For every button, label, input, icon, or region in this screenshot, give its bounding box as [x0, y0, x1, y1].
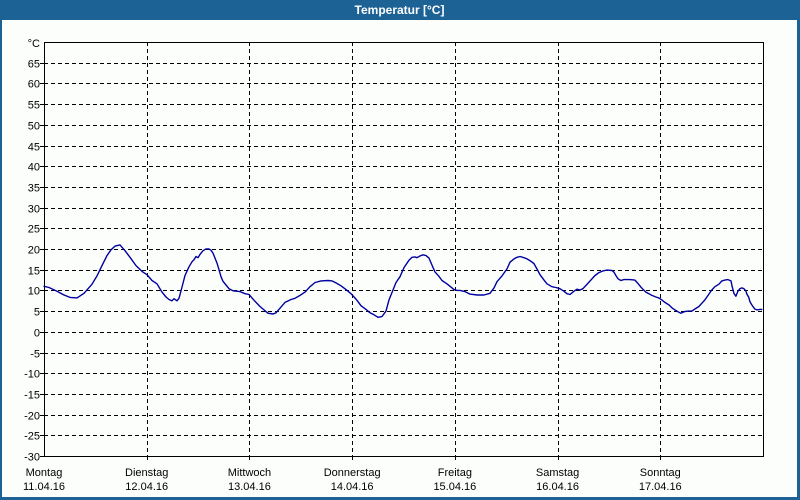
x-date-label: 13.04.16	[228, 481, 271, 493]
y-tick-label: -25	[24, 431, 40, 443]
y-tick-label: 65	[28, 59, 40, 71]
temperature-chart: 65605550454035302520151050-5-10-15-20-25…	[23, 38, 764, 493]
x-day-label: Samstag	[536, 467, 579, 479]
y-axis-unit-label: °C	[28, 38, 40, 50]
temperature-line	[43, 244, 763, 318]
y-tick-label: -20	[24, 411, 40, 423]
y-tick-label: 5	[34, 307, 40, 319]
y-tick-label: 25	[28, 224, 40, 236]
x-axis-labels: Montag 11.04.16 Dienstag 12.04.16 Mittwoch 13…	[23, 467, 682, 493]
window-titlebar: Temperatur [°C]	[2, 0, 797, 20]
x-day-label: Freitag	[438, 467, 472, 479]
x-date-label: 15.04.16	[433, 481, 476, 493]
y-tick-label: 20	[28, 245, 40, 257]
x-day-label: Montag	[26, 467, 63, 479]
y-tick-label: 30	[28, 204, 40, 216]
y-tick-label: 10	[28, 286, 40, 298]
grid-lines	[44, 42, 763, 456]
x-date-label: 16.04.16	[536, 481, 579, 493]
x-day-label: Dienstag	[125, 467, 168, 479]
y-tick-label: 55	[28, 100, 40, 112]
y-tick-label: 35	[28, 183, 40, 195]
x-date-label: 17.04.16	[639, 481, 682, 493]
y-tick-label: -30	[24, 452, 40, 464]
chart-area: 65 60 55 50 45 40 35 30 25 20 15 10 5 0 -5 -10 -15 -20 -25…	[2, 20, 797, 497]
x-date-label: 12.04.16	[125, 481, 168, 493]
y-axis-labels: 65605550454035302520151050-5-10-15-20-25…	[24, 38, 40, 464]
y-tick-label: -5	[30, 349, 40, 361]
window-title: Temperatur [°C]	[354, 3, 445, 17]
plot-frame	[44, 42, 764, 457]
x-day-label: Sonntag	[640, 467, 681, 479]
y-tick-label: 15	[28, 266, 40, 278]
y-tick-label: -15	[24, 390, 40, 402]
x-day-label: Mittwoch	[228, 467, 271, 479]
x-date-label: 14.04.16	[331, 481, 374, 493]
y-tick-label: 0	[34, 328, 40, 340]
y-tick-label: 50	[28, 121, 40, 133]
y-tick-label: -10	[24, 369, 40, 381]
y-tick-label: 45	[28, 142, 40, 154]
y-tick-label: 60	[28, 79, 40, 91]
x-date-label: 11.04.16	[23, 481, 65, 493]
x-day-label: Donnerstag	[324, 467, 381, 479]
y-tick-label: 40	[28, 162, 40, 174]
